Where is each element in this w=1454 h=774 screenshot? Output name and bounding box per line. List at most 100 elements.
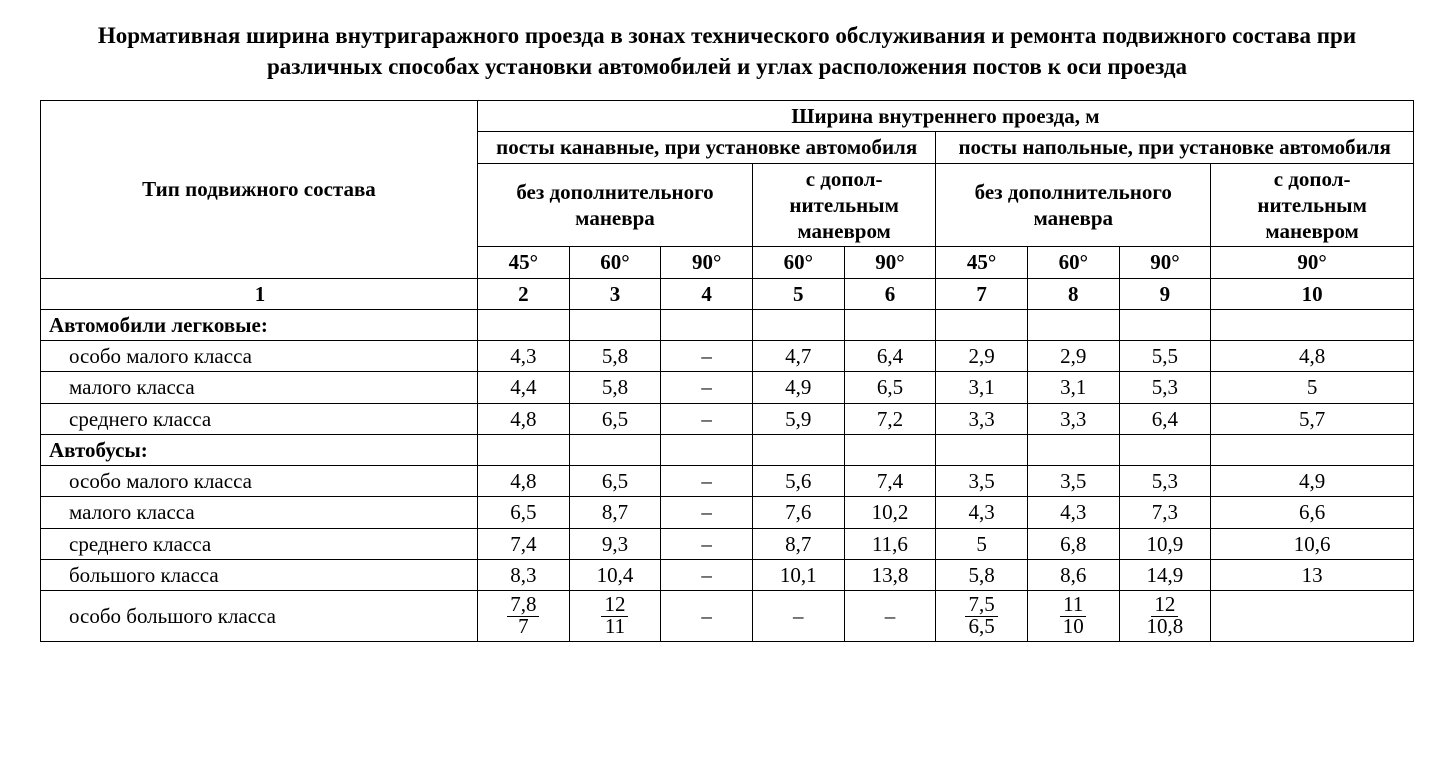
table-body: 12345678910Автомобили легковые:особо мал… [41, 278, 1414, 642]
table-cell [752, 434, 844, 465]
table-cell: 13 [1211, 559, 1414, 590]
table-cell [1211, 434, 1414, 465]
table-cell: 6,4 [844, 341, 936, 372]
row-label: особо малого класса [41, 341, 478, 372]
table-cell: 6,5 [478, 497, 570, 528]
column-number: 3 [569, 278, 661, 309]
table-cell: 7,2 [844, 403, 936, 434]
table-cell [1211, 591, 1414, 642]
table-cell: 4,3 [1027, 497, 1119, 528]
header-angle: 60° [752, 247, 844, 278]
table-cell: 5,9 [752, 403, 844, 434]
data-table: Тип подвижного состава Ширина внутреннег… [40, 100, 1414, 642]
table-cell [1211, 309, 1414, 340]
table-cell: 4,3 [478, 341, 570, 372]
table-cell: – [661, 403, 753, 434]
table-cell: 7,4 [844, 466, 936, 497]
table-cell: 5,5 [1119, 341, 1211, 372]
table-cell: – [661, 466, 753, 497]
header-b-no-maneuver: без дополнительного маневра [936, 163, 1211, 247]
table-cell [661, 309, 753, 340]
table-cell: 3,3 [936, 403, 1028, 434]
table-cell: 10,2 [844, 497, 936, 528]
header-a-with-maneuver: с допол- нительным маневром [752, 163, 935, 247]
table-cell: 3,5 [936, 466, 1028, 497]
table-cell: 6,5 [569, 466, 661, 497]
table-cell: 4,9 [1211, 466, 1414, 497]
table-cell: 10,4 [569, 559, 661, 590]
table-cell: 4,8 [478, 403, 570, 434]
table-cell: 5,3 [1119, 466, 1211, 497]
table-cell: 5,8 [936, 559, 1028, 590]
section-label: Автомобили легковые: [41, 309, 478, 340]
column-number: 8 [1027, 278, 1119, 309]
table-cell: 5,3 [1119, 372, 1211, 403]
row-label: среднего класса [41, 403, 478, 434]
table-cell [844, 434, 936, 465]
table-cell: – [752, 591, 844, 642]
table-cell [569, 434, 661, 465]
table-cell: 7,87 [478, 591, 570, 642]
table-cell: 13,8 [844, 559, 936, 590]
table-cell: 5,6 [752, 466, 844, 497]
header-angle: 60° [1027, 247, 1119, 278]
table-cell: 6,4 [1119, 403, 1211, 434]
table-cell [661, 434, 753, 465]
table-cell: 6,8 [1027, 528, 1119, 559]
table-cell [478, 309, 570, 340]
header-angle: 90° [1211, 247, 1414, 278]
table-row: малого класса4,45,8–4,96,53,13,15,35 [41, 372, 1414, 403]
table-cell: 10,9 [1119, 528, 1211, 559]
header-angle: 90° [844, 247, 936, 278]
table-cell [936, 434, 1028, 465]
column-number: 1 [41, 278, 478, 309]
column-number: 6 [844, 278, 936, 309]
header-angle: 45° [936, 247, 1028, 278]
table-row: среднего класса4,86,5–5,97,23,33,36,45,7 [41, 403, 1414, 434]
table-cell: 3,5 [1027, 466, 1119, 497]
table-cell: 1210,8 [1119, 591, 1211, 642]
header-rowcol: Тип подвижного состава [41, 101, 478, 279]
table-cell: 4,4 [478, 372, 570, 403]
table-cell: 5,8 [569, 372, 661, 403]
header-b-with-maneuver: с допол- нительным маневром [1211, 163, 1414, 247]
row-label: особо малого класса [41, 466, 478, 497]
table-cell: 4,3 [936, 497, 1028, 528]
table-cell: 5,8 [569, 341, 661, 372]
column-number: 4 [661, 278, 753, 309]
table-cell: 3,1 [936, 372, 1028, 403]
table-cell: 4,9 [752, 372, 844, 403]
table-cell: – [661, 497, 753, 528]
table-cell: 6,5 [569, 403, 661, 434]
table-cell: 10,6 [1211, 528, 1414, 559]
table-cell: – [661, 372, 753, 403]
column-number: 7 [936, 278, 1028, 309]
header-angle: 90° [661, 247, 753, 278]
table-cell: 8,3 [478, 559, 570, 590]
table-cell: 11,6 [844, 528, 936, 559]
table-cell: 3,3 [1027, 403, 1119, 434]
table-cell [844, 309, 936, 340]
column-number: 9 [1119, 278, 1211, 309]
header-angle: 45° [478, 247, 570, 278]
table-cell: 2,9 [936, 341, 1028, 372]
table-section-header: Автобусы: [41, 434, 1414, 465]
row-label: среднего класса [41, 528, 478, 559]
table-cell: 8,7 [569, 497, 661, 528]
table-cell: 1211 [569, 591, 661, 642]
table-cell: 9,3 [569, 528, 661, 559]
table-cell: 14,9 [1119, 559, 1211, 590]
column-number-row: 12345678910 [41, 278, 1414, 309]
table-cell [1027, 309, 1119, 340]
table-cell [1119, 434, 1211, 465]
header-angle: 60° [569, 247, 661, 278]
row-label: малого класса [41, 372, 478, 403]
table-cell [1119, 309, 1211, 340]
table-cell: 10,1 [752, 559, 844, 590]
table-cell: 7,4 [478, 528, 570, 559]
table-cell [569, 309, 661, 340]
table-cell: – [661, 341, 753, 372]
table-row: среднего класса7,49,3–8,711,656,810,910,… [41, 528, 1414, 559]
header-group-b: посты напольные, при установке автомобил… [936, 132, 1414, 163]
table-cell: – [661, 591, 753, 642]
